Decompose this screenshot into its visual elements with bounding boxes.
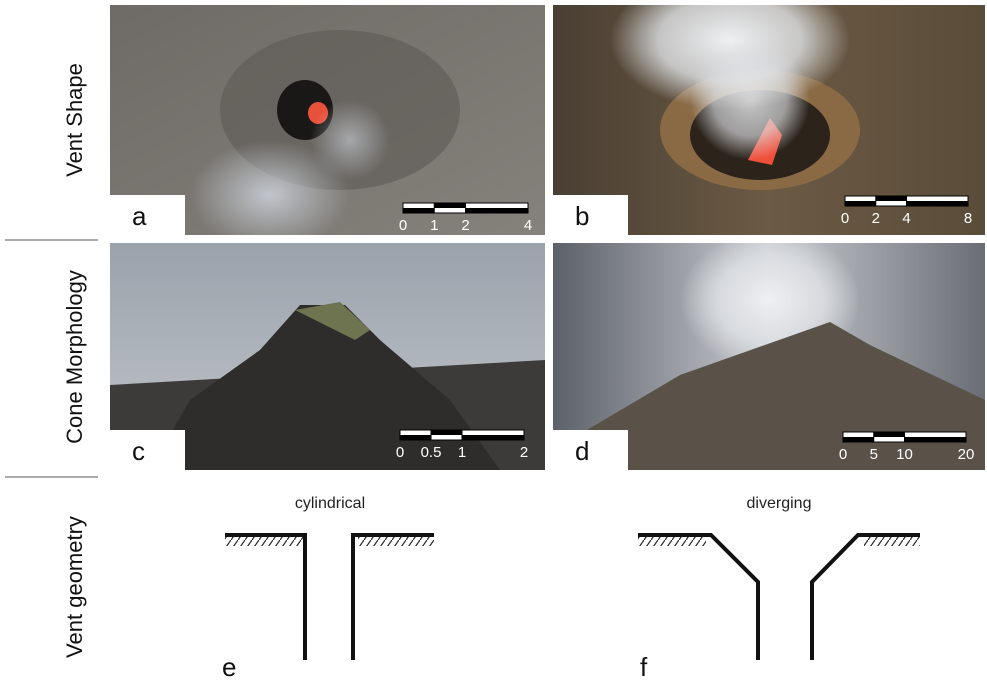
- scale-segment: [906, 201, 968, 206]
- panel-letter: b: [575, 201, 589, 231]
- panel-letter: c: [132, 436, 145, 466]
- scale-segment: [845, 201, 876, 206]
- panel-letter: e: [222, 652, 236, 682]
- scale-label: 4: [524, 217, 532, 234]
- scale-label: 20: [958, 446, 975, 463]
- scale-label: 1: [458, 444, 466, 461]
- scale-label: 0: [396, 444, 404, 461]
- scale-label: 2: [872, 210, 880, 227]
- scale-label: 2: [461, 217, 469, 234]
- diagram-title: diverging: [747, 495, 812, 512]
- row-label: Vent Shape: [62, 63, 87, 177]
- letter-box: [110, 195, 185, 235]
- scale-segment: [904, 437, 966, 442]
- diagram-f: [638, 533, 920, 660]
- scale-segment: [431, 430, 462, 435]
- scale-label: 0: [399, 217, 407, 234]
- letter-box: [110, 430, 185, 470]
- scale-segment: [843, 437, 874, 442]
- scale-segment: [403, 208, 435, 213]
- diagram-e: [225, 533, 434, 660]
- letter-box: [553, 430, 628, 470]
- scale-label: 0.5: [421, 444, 442, 461]
- scale-segment: [462, 435, 524, 440]
- scale-label: 5: [870, 446, 878, 463]
- scale-segment: [400, 435, 431, 440]
- panel-letter: a: [132, 201, 147, 231]
- scale-label: 4: [902, 210, 910, 227]
- scale-label: 10: [896, 446, 913, 463]
- diagram-title: cylindrical: [295, 495, 365, 512]
- scale-label: 2: [520, 444, 528, 461]
- scale-segment: [873, 432, 905, 437]
- row-label: Vent geometry: [62, 516, 87, 658]
- scale-label: 1: [430, 217, 438, 234]
- row-label: Cone Morphology: [62, 270, 87, 444]
- panel-letter: f: [640, 652, 648, 682]
- letter-box: [553, 195, 628, 235]
- panel-letter: d: [575, 436, 589, 466]
- scale-label: 0: [839, 446, 847, 463]
- scale-label: 8: [964, 210, 972, 227]
- photo-a: [110, 5, 545, 235]
- scale-segment: [875, 196, 907, 201]
- scale-label: 0: [841, 210, 849, 227]
- scale-segment: [434, 203, 466, 208]
- scale-segment: [465, 208, 528, 213]
